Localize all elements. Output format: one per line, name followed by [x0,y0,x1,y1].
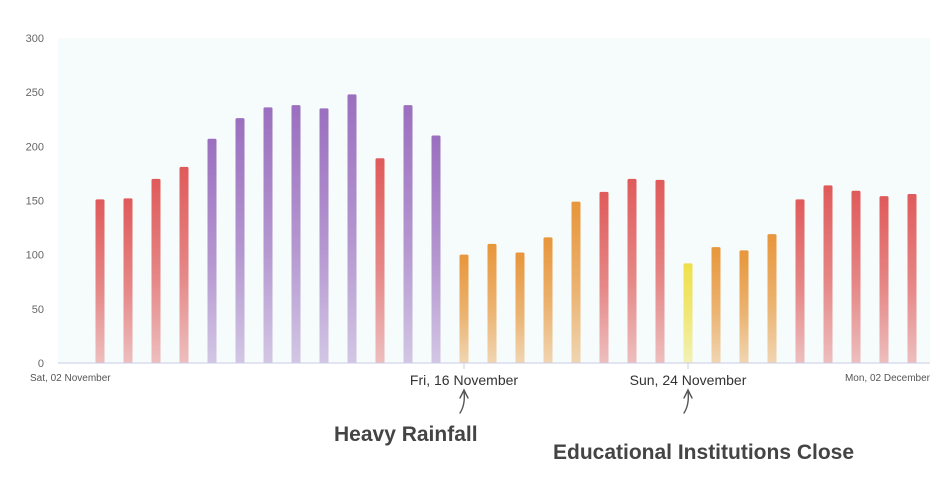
bar [151,178,161,363]
bar [95,199,105,363]
x-tick-label: Mon, 02 December [845,373,931,384]
bar [291,105,301,364]
bar [907,194,917,363]
x-tick-label: Sun, 24 November [630,372,747,388]
annotation-label: Heavy Rainfall [334,423,478,446]
bar [767,234,777,363]
bar [375,158,385,363]
y-tick-label: 100 [26,250,44,262]
x-tick-label: Sat, 02 November [30,373,111,384]
y-tick-label: 300 [26,33,44,45]
bar [515,252,525,363]
y-tick-label: 150 [26,196,44,208]
bar [823,185,833,363]
annotation-arrow-icon [459,388,469,414]
bar [739,250,749,363]
bar [711,247,721,363]
bar [599,191,609,363]
bar [683,263,693,363]
bar [431,135,441,363]
bar [655,179,665,363]
bar [319,108,329,364]
bar [459,254,469,363]
bar [571,201,581,363]
y-tick-label: 0 [38,358,44,370]
y-axis: 0 50 100 150 200 250 300 [26,33,44,370]
annotation-label: Educational Institutions Close [553,441,854,464]
bar [879,196,889,363]
bar [627,178,637,363]
annotation-arrow-icon [683,388,693,414]
y-tick-label: 200 [26,141,44,153]
bar [207,138,217,363]
bar [795,199,805,363]
x-tick-label: Fri, 16 November [410,372,518,388]
bar [403,105,413,364]
bar [235,118,245,364]
bar [543,237,553,363]
bar [179,166,189,363]
bar [347,94,357,363]
bar [487,243,497,363]
annotations: Heavy Rainfall Educational Institutions C… [334,388,854,464]
bars [95,94,917,364]
y-tick-label: 50 [32,304,44,316]
bar [263,107,273,363]
y-tick-label: 250 [26,87,44,99]
x-axis: Sat, 02 November Fri, 16 November Sun, 24 … [30,363,931,388]
bar [123,198,133,363]
bar [851,190,861,363]
